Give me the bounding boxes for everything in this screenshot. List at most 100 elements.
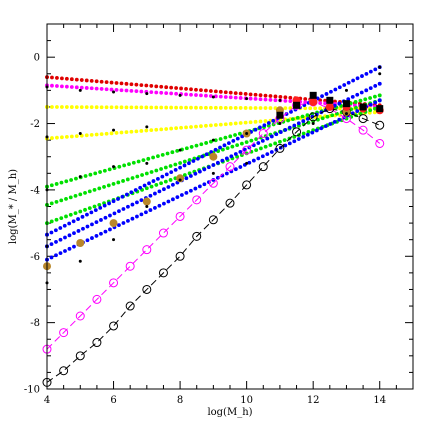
data-point — [178, 93, 182, 97]
dotted-line-dot — [93, 208, 98, 213]
x-tick-label: 8 — [177, 395, 183, 406]
data-point — [145, 125, 149, 129]
dotted-line-dot — [179, 105, 183, 110]
dotted-line-dot — [68, 195, 73, 200]
dotted-line-dot — [94, 86, 99, 91]
dotted-line-dot — [164, 105, 169, 110]
dotted-line-dot — [305, 113, 310, 118]
y-tick-label: 0 — [34, 53, 40, 64]
dotted-line-dot — [124, 81, 129, 86]
dotted-line-dot — [284, 112, 289, 116]
dotted-line-dot — [92, 204, 97, 209]
dotted-line-dot — [368, 86, 373, 91]
dotted-line-dot — [107, 201, 112, 206]
dotted-line-dot — [89, 210, 94, 215]
data-point — [309, 91, 317, 99]
data-point — [325, 102, 334, 111]
data-point — [176, 174, 185, 183]
dotted-line-dot — [164, 91, 169, 96]
data-point — [377, 93, 382, 98]
dotted-line-dot — [222, 143, 227, 148]
dotted-line-dot — [292, 123, 297, 128]
dotted-line-dot — [111, 199, 116, 204]
data-point — [211, 138, 215, 142]
dotted-line-dot — [98, 170, 102, 174]
dotted-line-dot — [139, 83, 144, 87]
dotted-line-dot — [58, 237, 63, 242]
dotted-line-dot — [131, 160, 136, 165]
dotted-line-dot — [64, 214, 68, 219]
dashed-line — [46, 101, 381, 350]
y-tick-label: -4 — [30, 185, 40, 196]
dotted-line-dot — [260, 138, 265, 143]
dotted-line-dot — [228, 134, 233, 139]
data-point — [109, 219, 118, 228]
dotted-line-dot — [174, 126, 179, 131]
dotted-line-dot — [119, 130, 124, 135]
dotted-line-dot — [136, 159, 141, 164]
dotted-line-dot — [179, 86, 183, 91]
dotted-line-dot — [273, 141, 278, 146]
dotted-line-dot — [269, 150, 274, 154]
dotted-line-dot — [114, 131, 119, 135]
dotted-line-dot — [89, 105, 94, 110]
dotted-line-dot — [218, 137, 223, 141]
dotted-line-dot — [206, 165, 211, 170]
dotted-line-dot — [213, 123, 218, 127]
dotted-line-dot — [273, 98, 278, 103]
dotted-line-dot — [50, 75, 54, 80]
data-point — [375, 120, 385, 130]
dotted-line-dot — [209, 139, 213, 144]
dotted-line-dot — [160, 174, 165, 179]
dotted-line-dot — [364, 71, 369, 76]
dotted-line-dot — [358, 98, 363, 103]
dotted-line-dot — [173, 162, 178, 167]
dotted-line-dot — [90, 222, 94, 227]
data-point — [59, 366, 69, 376]
data-point — [76, 239, 85, 247]
dotted-line-dot — [124, 88, 129, 93]
dotted-line-dot — [300, 114, 305, 119]
x-tick-label: 14 — [373, 395, 386, 406]
dotted-line-dot — [289, 109, 293, 114]
dotted-line-dot — [104, 87, 109, 92]
dotted-line-dot — [159, 84, 164, 89]
dotted-line-dot — [301, 131, 306, 136]
dotted-line-dot — [99, 218, 103, 222]
dotted-line-dot — [204, 123, 208, 128]
dotted-line-dot — [253, 97, 258, 101]
dotted-line-dot — [73, 193, 78, 198]
data-point — [59, 328, 69, 338]
dotted-line-dot — [323, 124, 328, 129]
data-point — [75, 311, 85, 321]
dotted-line-dot — [58, 226, 63, 230]
dotted-line-dot — [117, 223, 121, 228]
dotted-line-dot — [195, 156, 200, 161]
dotted-line-dot — [323, 98, 328, 103]
dotted-line-dot — [278, 94, 283, 99]
dotted-line-dot — [139, 129, 144, 133]
dotted-line-dot — [139, 89, 144, 94]
dotted-line-dot — [50, 105, 54, 109]
dotted-line-dot — [67, 246, 72, 251]
dotted-line-dot — [98, 205, 103, 210]
dotted-line-dot — [139, 212, 144, 217]
data-point — [178, 148, 182, 152]
dotted-line-dot — [169, 91, 174, 96]
dotted-line-dot — [308, 106, 313, 111]
dotted-line-dot — [59, 76, 64, 81]
dotted-line-dot — [204, 88, 208, 93]
dotted-line-dot — [154, 127, 159, 132]
dotted-line-dot — [229, 154, 234, 159]
dotted-line-dot — [218, 94, 223, 99]
dotted-line-dot — [89, 78, 94, 83]
data-point — [211, 95, 215, 99]
dotted-line-dot — [160, 152, 165, 157]
dotted-line-dot — [169, 126, 174, 131]
dotted-line-dot — [254, 137, 259, 142]
dotted-line-dot — [151, 155, 155, 160]
dotted-line-dot — [226, 141, 231, 146]
dotted-line-dot — [228, 90, 233, 95]
dotted-line-dot — [187, 158, 192, 162]
dotted-line-dot — [233, 133, 237, 137]
